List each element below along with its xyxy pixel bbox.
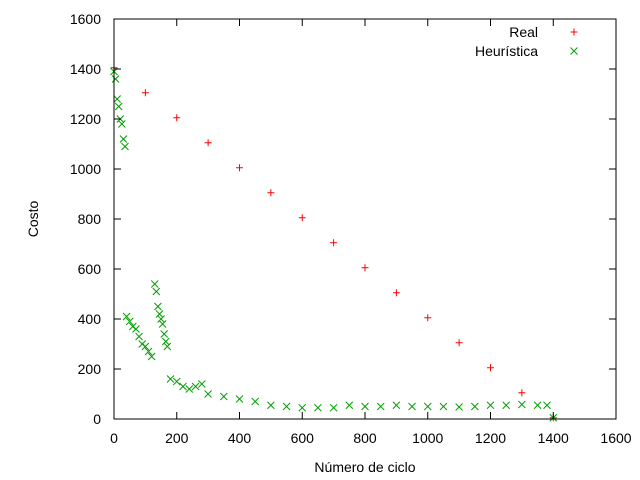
data-point [361,402,369,411]
data-point [518,400,526,409]
data-point [197,380,206,388]
data-point [219,392,228,401]
data-point [282,402,291,411]
data-point [236,164,243,172]
legend: Real Heurística [475,24,578,59]
y-tick-label: 800 [78,211,102,227]
legend-label: Heurística [475,43,538,59]
plot-frame [113,18,617,420]
data-point [423,402,432,411]
x-tick-label: 1400 [538,430,569,446]
y-axis-label: Costo [25,201,41,238]
data-point [114,102,123,111]
data-point [121,142,129,151]
data-point [111,75,120,83]
data-point [533,401,542,410]
data-point [543,401,551,410]
data-point [179,382,187,391]
x-tick-label: 1600 [600,430,631,446]
y-tick-label: 200 [78,361,102,377]
data-point [392,401,401,410]
data-point [314,403,322,412]
data-point [125,317,134,326]
data-point [173,114,181,122]
data-point [141,89,149,97]
plot-marks [110,64,558,422]
y-tick-label: 1200 [70,111,101,127]
data-point [251,397,260,406]
data-point [158,320,167,328]
data-point [122,312,131,321]
data-point [132,325,140,333]
data-point [329,403,338,412]
x-tick-label: 800 [353,430,377,446]
axis-ticks: 0 200 400 600 800 1000 1200 1400 1600 0 200 400 600 8… [70,11,632,446]
y-tick-label: 0 [93,411,101,427]
series-heuristica [110,67,558,422]
data-point [166,375,175,383]
data-point [141,342,150,351]
x-tick-label: 1200 [475,430,506,446]
y-tick-label: 1000 [70,161,101,177]
data-point [298,214,306,222]
legend-marker [570,28,578,36]
data-point [150,280,159,288]
data-point [424,314,432,322]
data-point [161,337,170,346]
x-tick-label: 600 [291,430,315,446]
data-point [298,403,307,412]
data-point [204,390,212,398]
data-point [154,302,162,311]
data-point [155,310,164,318]
x-tick-label: 0 [110,430,118,446]
x-axis-label: Número de ciclo [314,459,415,475]
data-point [408,402,416,411]
y-tick-label: 400 [78,311,102,327]
data-point [119,135,128,143]
data-point [267,401,275,410]
data-point [455,403,463,411]
data-point [267,189,275,197]
data-point [163,342,172,351]
y-tick-label: 600 [78,261,102,277]
data-point [191,382,200,391]
data-point [117,120,126,128]
data-point [144,347,153,356]
data-point [486,401,495,410]
data-point [455,339,463,347]
series-real [110,64,557,422]
data-point [376,402,385,411]
data-point [518,389,526,397]
data-point [185,385,194,393]
x-tick-label: 200 [165,430,189,446]
data-point [160,330,169,338]
x-tick-label: 1000 [412,430,443,446]
data-point [152,287,161,296]
data-point [330,239,338,247]
data-point [470,402,479,411]
x-tick-label: 400 [228,430,252,446]
data-point [157,315,165,323]
data-point [135,332,143,341]
data-point [361,264,369,272]
y-tick-label: 1400 [70,61,101,77]
y-tick-label: 1600 [70,11,101,27]
data-point [439,402,448,411]
legend-marker [570,47,578,55]
data-point [204,139,212,147]
data-point [235,395,244,403]
data-point [172,377,181,386]
data-point [487,364,494,372]
data-point [345,401,354,410]
data-point [147,352,156,361]
legend-label: Real [509,24,538,40]
data-point [113,95,121,103]
data-point [502,401,511,410]
data-point [392,289,400,297]
